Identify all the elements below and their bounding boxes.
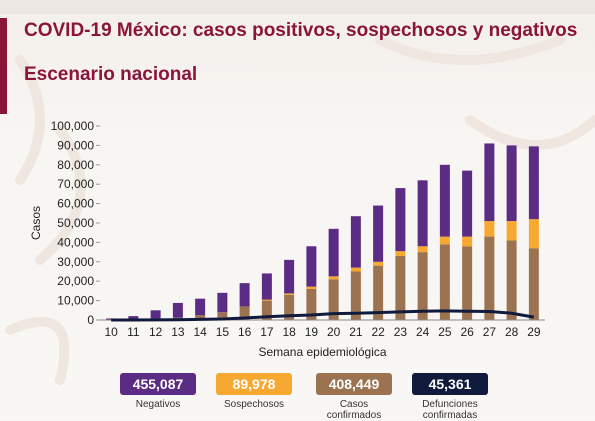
bar-casos-confirmados [529,248,539,320]
y-tick-label: 40,000 [57,235,94,249]
legend-casos-confirmados: 408,449 Casos confirmados [314,373,394,421]
x-tick-label: 19 [305,325,319,339]
bar-sospechosos [507,221,517,240]
bar-sospechosos [418,246,428,252]
bar-negativos [306,246,316,286]
y-tick-label: 30,000 [57,255,94,269]
bar-negativos [462,171,472,237]
bar-negativos [195,299,205,315]
legend-label: Sospechosos [224,399,284,410]
y-tick-label: 20,000 [57,274,94,288]
x-tick-label: 24 [416,325,430,339]
bar-negativos [440,165,450,237]
legend-label: Defunciones confirmadas [410,399,490,421]
bar-sospechosos [329,276,339,279]
x-tick-label: 26 [460,325,474,339]
x-tick-label: 25 [438,325,452,339]
y-tick-label: 70,000 [57,177,94,191]
bar-sospechosos [440,237,450,245]
bar-negativos [329,229,339,277]
bar-sospechosos [462,237,472,247]
legend-defunciones: 45,361 Defunciones confirmadas [410,373,490,421]
legend-value: 45,361 [429,376,472,392]
bar-negativos [262,273,272,299]
legend-negativos: 455,087 Negativos [120,373,196,410]
bar-negativos [373,206,383,262]
y-tick-label: 100,000 [51,119,95,133]
legend-value-box: 45,361 [412,373,488,395]
x-axis-label: Semana epidemiológica [258,345,386,359]
bar-sospechosos [395,251,405,256]
bar-sospechosos [351,268,361,272]
bar-casos-confirmados [507,240,517,320]
x-tick-label: 16 [238,325,252,339]
x-tick-label: 11 [127,325,140,339]
bar-casos-confirmados [440,244,450,320]
bar-negativos [529,146,539,219]
y-tick-label: 90,000 [57,138,94,152]
bar-casos-confirmados [462,246,472,320]
y-tick-label: 50,000 [57,216,94,230]
x-tick-label: 27 [483,325,497,339]
legend-sospechosos: 89,978 Sospechosos [216,373,292,410]
bar-negativos [484,143,494,221]
legend-value: 455,087 [133,376,184,392]
y-tick-label: 60,000 [57,197,94,211]
bar-negativos [418,180,428,246]
bar-sospechosos [373,262,383,266]
bar-sospechosos [529,219,539,248]
bar-negativos [151,310,161,318]
bar-sospechosos [284,293,294,294]
x-tick-label: 28 [505,325,519,339]
bar-negativos [173,303,183,318]
x-tick-label: 20 [327,325,341,339]
bar-sospechosos [484,221,494,237]
y-tick-label: 0 [87,313,94,327]
x-tick-label: 12 [149,325,163,339]
x-tick-label: 18 [282,325,296,339]
bar-negativos [240,283,250,306]
bar-negativos [507,145,517,221]
bar-negativos [284,260,294,294]
bar-sospechosos [306,287,316,289]
legend-label: Negativos [136,399,180,410]
x-tick-label: 17 [260,325,274,339]
legend-value-box: 455,087 [120,373,196,395]
x-tick-label: 23 [394,325,408,339]
bar-sospechosos [262,300,272,301]
bar-casos-confirmados [484,237,494,320]
x-tick-label: 21 [349,325,363,339]
x-tick-label: 29 [527,325,541,339]
x-tick-label: 15 [216,325,230,339]
y-axis-label: Casos [29,206,43,240]
legend-value-box: 408,449 [316,373,392,395]
x-tick-label: 14 [193,325,207,339]
legend-label: Casos confirmados [314,399,394,421]
bar-negativos [395,188,405,251]
x-tick-label: 13 [171,325,185,339]
y-tick-label: 10,000 [57,294,94,308]
legend-value-box: 89,978 [216,373,292,395]
x-tick-label: 22 [371,325,385,339]
bar-negativos [351,216,361,267]
y-tick-label: 80,000 [57,158,94,172]
legend-value: 89,978 [233,376,276,392]
legend-value: 408,449 [329,376,380,392]
bar-negativos [217,293,227,312]
x-tick-label: 10 [104,325,118,339]
